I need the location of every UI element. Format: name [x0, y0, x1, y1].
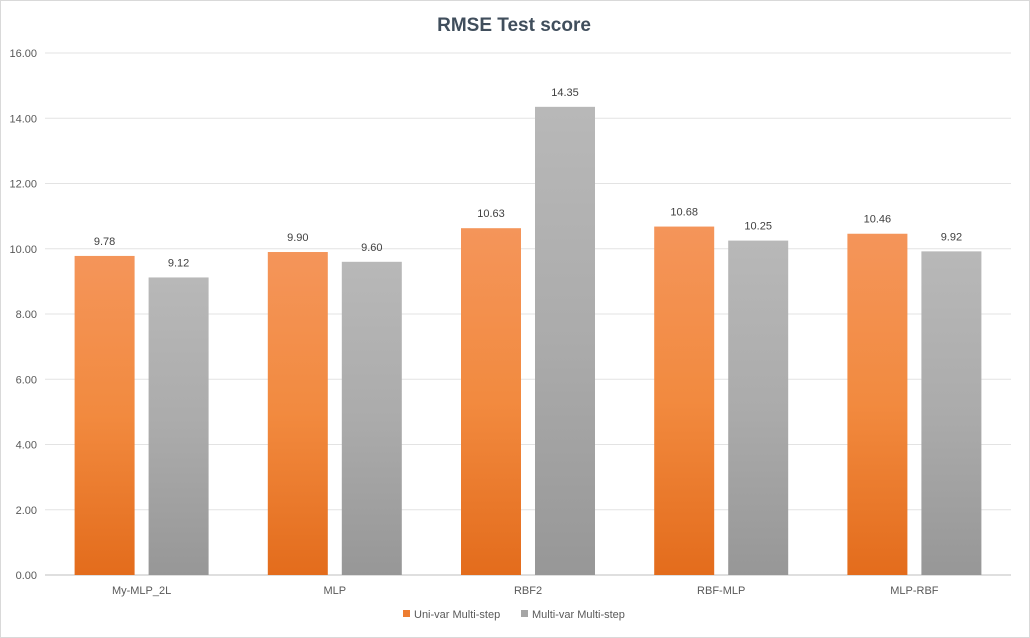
category-label: MLP — [323, 585, 346, 597]
y-tick-label: 4.00 — [16, 440, 37, 452]
bar-multi-var — [148, 277, 209, 575]
y-tick-label: 14.00 — [9, 113, 37, 125]
data-label: 10.25 — [744, 221, 772, 233]
category-label: MLP-RBF — [890, 585, 939, 597]
chart-title: RMSE Test score — [437, 15, 591, 36]
legend-swatch — [403, 610, 410, 617]
data-label: 9.90 — [287, 232, 308, 244]
legend-label: Multi-var Multi-step — [532, 609, 625, 621]
y-tick-label: 8.00 — [16, 309, 37, 321]
bars — [74, 106, 982, 576]
legend: Uni-var Multi-step Multi-var Multi-step — [403, 609, 625, 621]
data-label: 14.35 — [551, 87, 579, 99]
y-tick-label: 16.00 — [9, 48, 37, 60]
bar-uni-var — [461, 228, 521, 576]
data-label: 10.46 — [864, 214, 892, 226]
data-label: 10.68 — [670, 207, 698, 219]
category-label: My-MLP_2L — [112, 585, 171, 597]
data-labels: 9.78 9.12 9.90 9.60 10.63 14.35 10.68 10.25 10.4… — [94, 87, 962, 270]
legend-label: Uni-var Multi-step — [414, 609, 500, 621]
bar-multi-var — [341, 261, 402, 575]
data-label: 9.92 — [941, 231, 962, 243]
category-label: RBF2 — [514, 585, 542, 597]
bar-uni-var — [847, 233, 908, 575]
bar-multi-var — [728, 240, 789, 575]
bar-uni-var — [654, 226, 715, 575]
bar-multi-var — [921, 251, 982, 576]
category-label: RBF-MLP — [697, 585, 745, 597]
data-label: 9.60 — [361, 242, 382, 254]
y-tick-label: 12.00 — [9, 179, 37, 191]
bar-uni-var — [74, 255, 135, 576]
data-label: 9.78 — [94, 236, 115, 248]
bar-uni-var — [267, 252, 328, 575]
bar-multi-var — [535, 106, 595, 576]
legend-swatch — [521, 610, 528, 617]
y-tick-label: 2.00 — [16, 505, 37, 517]
x-axis-categories: My-MLP_2L MLP RBF2 RBF-MLP MLP-RBF — [112, 585, 939, 597]
data-label: 10.63 — [477, 208, 505, 220]
y-tick-label: 10.00 — [9, 244, 37, 256]
y-tick-label: 0.00 — [16, 570, 37, 582]
y-tick-label: 6.00 — [16, 374, 37, 386]
data-label: 9.12 — [168, 257, 189, 269]
y-axis-ticks: 0.00 2.00 4.00 6.00 8.00 10.00 12.00 14.00 16.00 — [9, 48, 37, 582]
